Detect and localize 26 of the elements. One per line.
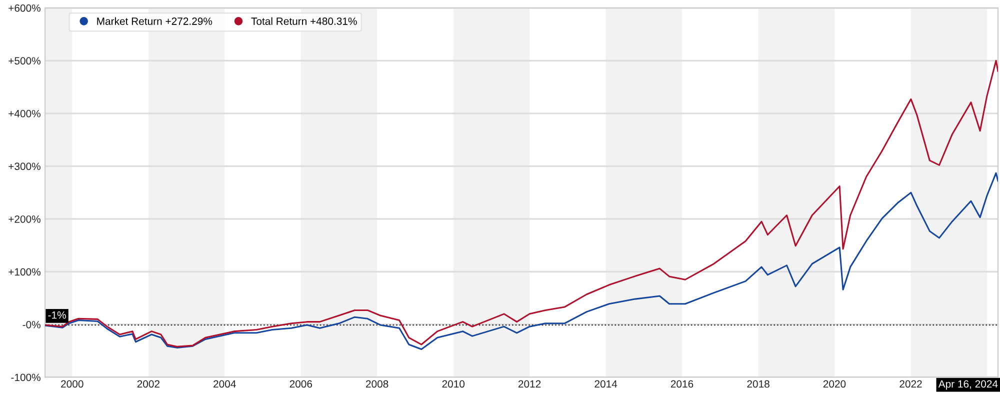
y-tick-label: +400% — [8, 110, 40, 118]
x-tick-label: 2000 — [61, 380, 84, 388]
x-tick-label: 2016 — [670, 380, 694, 388]
x-tick-label: 2012 — [518, 380, 541, 388]
y-tick-label: -0% — [22, 320, 40, 328]
x-tick-label: 2002 — [137, 380, 160, 388]
y-tick-label: +200% — [8, 215, 40, 223]
line-series — [45, 60, 998, 348]
x-tick-label: 2010 — [442, 380, 465, 388]
y-tick-label: +300% — [8, 162, 40, 170]
line-series — [45, 172, 998, 350]
y-tick-label: +500% — [8, 57, 40, 65]
x-tick-label: 2018 — [747, 380, 770, 388]
y-tick-label: +600% — [8, 4, 40, 12]
legend-label: Market Return +272.29% — [97, 17, 212, 25]
x-tick-label: 2014 — [594, 380, 618, 388]
y-tick-label: -100% — [11, 374, 40, 382]
y-tick-label: +100% — [8, 268, 40, 276]
x-tick-label: 2020 — [823, 380, 846, 388]
x-tick-label: Apr 16, 2024 — [938, 380, 998, 390]
x-tick-label: 2022 — [900, 380, 922, 388]
x-tick-label: 2004 — [214, 380, 236, 388]
x-tick-label: 2006 — [290, 380, 312, 388]
x-tick-label: 2008 — [366, 380, 388, 388]
legend-label: Total Return +480.31% — [251, 17, 357, 25]
ref-line-label: -1% — [48, 311, 66, 319]
